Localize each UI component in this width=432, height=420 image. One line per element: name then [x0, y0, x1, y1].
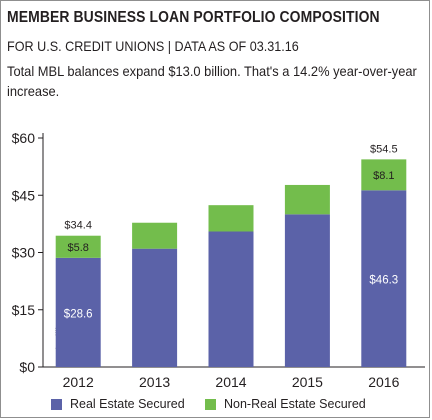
- y-tick-label: $45: [12, 187, 36, 203]
- y-tick-label: $0: [19, 359, 35, 375]
- legend-swatch-real-estate: [51, 398, 62, 410]
- bar-non-real-estate: [361, 159, 407, 191]
- data-label-total: $34.4: [64, 220, 92, 232]
- x-tick-label: 2012: [63, 374, 94, 390]
- x-tick-label: 2015: [292, 374, 323, 390]
- legend-item-non-real-estate: Non-Real Estate Secured: [205, 397, 366, 411]
- data-label-non-real-estate: $5.8: [67, 242, 88, 254]
- legend-swatch-non-real-estate: [205, 398, 216, 410]
- x-tick-label: 2013: [139, 374, 170, 390]
- chart-subtitle: FOR U.S. CREDIT UNIONS | DATA AS OF 03.3…: [7, 38, 299, 54]
- bar-real-estate: [132, 248, 178, 367]
- bar-non-real-estate: [208, 205, 254, 232]
- bar-non-real-estate: [132, 222, 178, 249]
- bar-non-real-estate: [55, 235, 101, 258]
- chart-description: Total MBL balances expand $13.0 billion.…: [7, 63, 417, 99]
- chart-title: MEMBER BUSINESS LOAN PORTFOLIO COMPOSITI…: [7, 9, 380, 26]
- bar-real-estate: [208, 231, 254, 367]
- y-tick-label: $30: [12, 245, 36, 261]
- bar-real-estate: [284, 214, 330, 367]
- x-tick-label: 2016: [368, 374, 399, 390]
- bar-real-estate: [361, 190, 407, 367]
- legend-label-real-estate: Real Estate Secured: [70, 397, 185, 411]
- x-tick-label: 2014: [215, 374, 246, 390]
- y-tick-label: $60: [12, 130, 36, 146]
- legend-item-real-estate: Real Estate Secured: [51, 397, 185, 411]
- legend-label-non-real-estate: Non-Real Estate Secured: [224, 397, 366, 411]
- y-tick-label: $15: [12, 302, 36, 318]
- data-label-real-estate: $46.3: [369, 275, 398, 287]
- data-label-non-real-estate: $8.1: [373, 170, 394, 182]
- bar-real-estate: [55, 257, 101, 367]
- bar-non-real-estate: [284, 184, 330, 215]
- data-label-total: $54.5: [370, 143, 398, 155]
- data-label-real-estate: $28.6: [64, 308, 93, 320]
